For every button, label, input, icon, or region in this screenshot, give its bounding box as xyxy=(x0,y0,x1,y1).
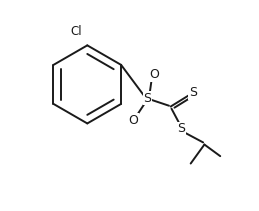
Text: S: S xyxy=(143,92,152,105)
Text: S: S xyxy=(189,86,197,99)
Text: O: O xyxy=(128,114,138,127)
Text: Cl: Cl xyxy=(70,25,82,38)
Text: S: S xyxy=(177,122,185,135)
Text: O: O xyxy=(149,68,159,81)
